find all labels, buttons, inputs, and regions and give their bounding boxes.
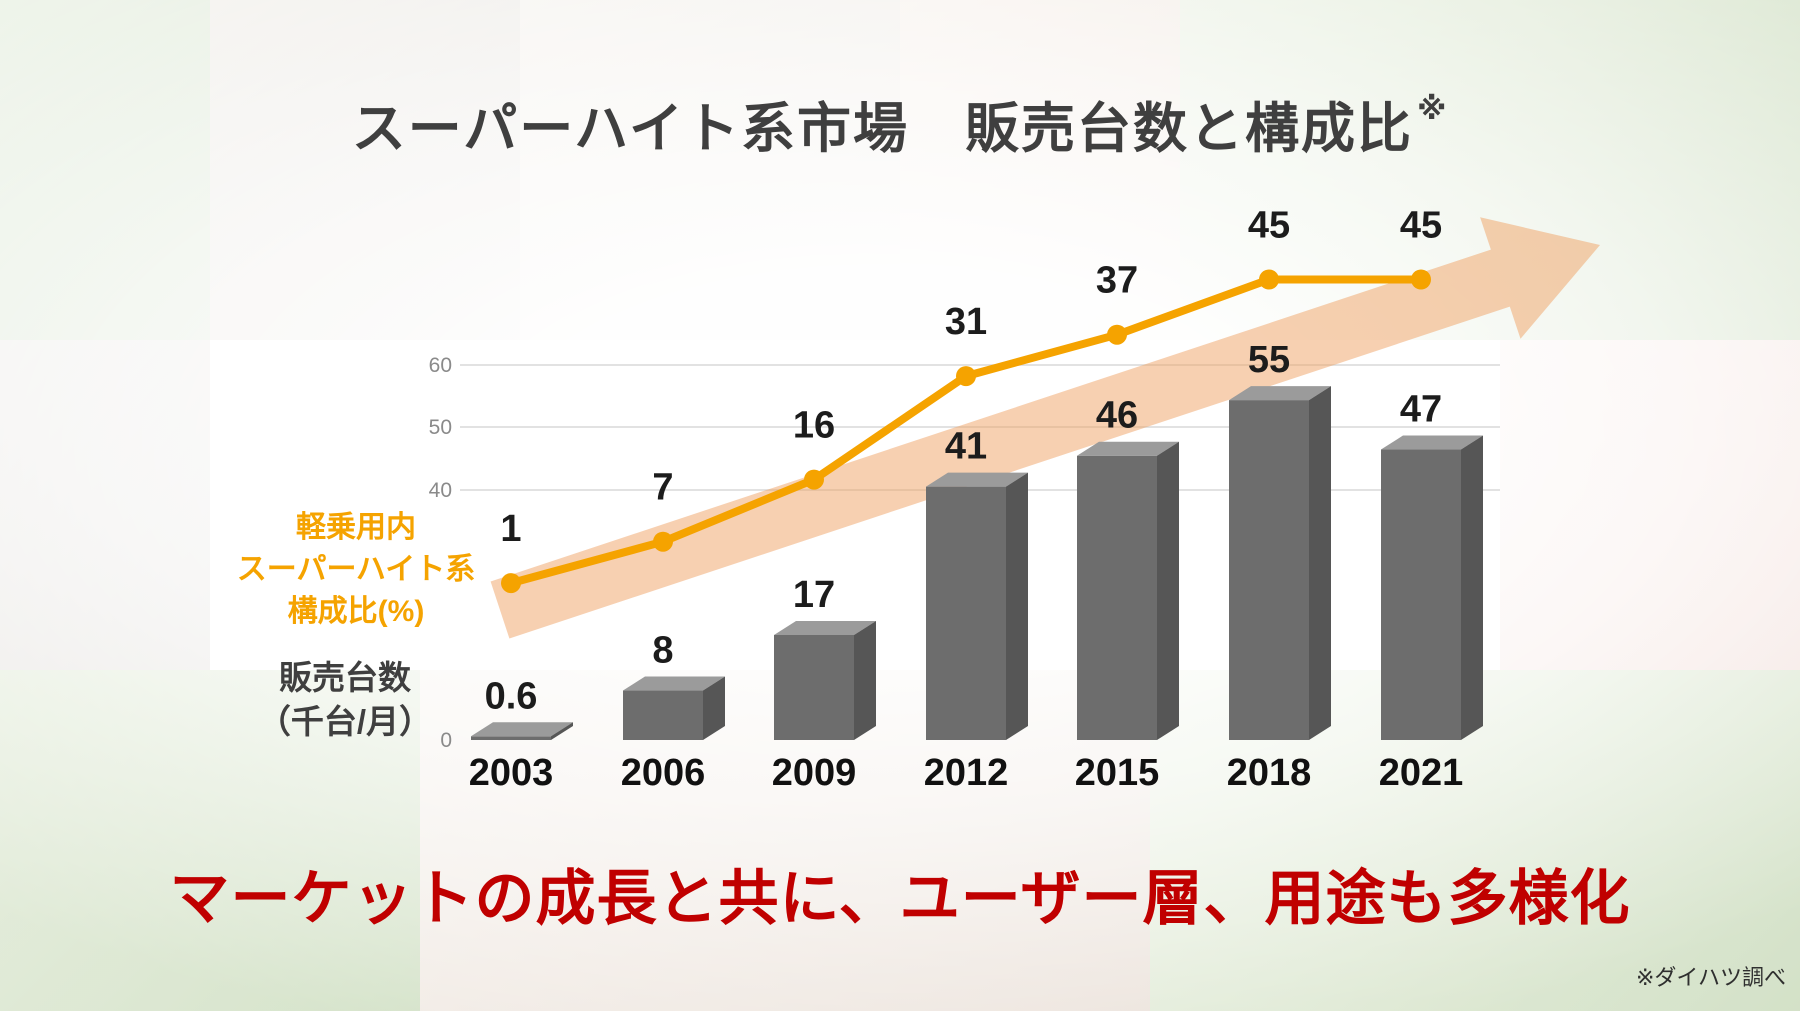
line-value-2003: 1 — [500, 508, 521, 550]
line-point-2003 — [501, 573, 521, 594]
bar-2018 — [1229, 400, 1309, 740]
bar-top-face-2012 — [926, 472, 1028, 487]
bar-value-2021: 47 — [1400, 389, 1442, 431]
axis-label-line-3: 構成比(%) — [287, 595, 425, 628]
bar-2003 — [471, 736, 551, 740]
line-point-2009 — [804, 469, 824, 490]
year-label-2009: 2009 — [772, 752, 857, 794]
line-point-2018 — [1259, 269, 1279, 290]
year-label-2012: 2012 — [924, 752, 1009, 794]
bar-top-face-2006 — [623, 676, 725, 691]
line-value-2018: 45 — [1248, 205, 1290, 247]
bar-side-face-2015 — [1157, 441, 1179, 740]
axis-label-line-2: スーパーハイト系 — [236, 553, 476, 586]
title-note-mark: ※ — [1417, 93, 1449, 126]
bar-value-2009: 17 — [793, 574, 835, 616]
line-point-2015 — [1107, 324, 1127, 345]
bar-value-2012: 41 — [945, 426, 987, 468]
bar-value-2018: 55 — [1248, 339, 1290, 381]
growth-arrow — [490, 217, 1601, 639]
bottom-message: マーケットの成長と共に、ユーザー層、用途も多様化 — [169, 865, 1631, 932]
bar-top-face-2003 — [471, 722, 573, 737]
y-axis-tick-60: 60 — [429, 354, 452, 377]
line-value-2006: 7 — [652, 467, 673, 509]
line-value-2015: 37 — [1096, 260, 1138, 302]
bar-top-face-2009 — [774, 620, 876, 635]
y-axis-tick-50: 50 — [429, 416, 452, 439]
bar-side-face-2018 — [1309, 386, 1331, 740]
bar-value-2003: 0.6 — [485, 675, 538, 717]
bar-side-face-2012 — [1006, 472, 1028, 740]
axis-label-bar-1: 販売台数 — [279, 659, 411, 696]
year-label-2006: 2006 — [621, 752, 706, 794]
bar-value-2015: 46 — [1096, 395, 1138, 437]
axis-label-line-1: 軽乗用内 — [296, 511, 416, 544]
bar-side-face-2009 — [854, 620, 876, 740]
bar-2006 — [623, 690, 703, 740]
bar-value-2006: 8 — [652, 630, 673, 672]
bar-2021 — [1381, 449, 1461, 740]
year-label-2003: 2003 — [469, 752, 554, 794]
line-point-2006 — [653, 531, 673, 552]
bar-top-face-2018 — [1229, 386, 1331, 401]
line-value-2012: 31 — [945, 301, 987, 343]
y-axis-tick-0: 0 — [440, 729, 452, 752]
line-point-2021 — [1411, 269, 1431, 290]
line-value-2009: 16 — [793, 405, 835, 447]
axis-label-bar-2: （千台/月） — [257, 703, 433, 740]
year-label-2018: 2018 — [1227, 752, 1312, 794]
slide-title: スーパーハイト系市場 販売台数と構成比 ※ — [0, 84, 1800, 163]
line-point-2012 — [956, 366, 976, 387]
bar-side-face-2021 — [1461, 435, 1483, 740]
bar-2015 — [1077, 455, 1157, 740]
bar-side-face-2003 — [551, 722, 573, 740]
footnote: ※ダイハツ調べ — [1636, 965, 1786, 990]
bar-2009 — [774, 634, 854, 740]
line-series-axis-label: 軽乗用内 スーパーハイト系 構成比(%) — [186, 507, 526, 633]
slide-title-text: スーパーハイト系市場 販売台数と構成比 — [351, 99, 1414, 159]
year-label-2021: 2021 — [1379, 752, 1464, 794]
bar-top-face-2015 — [1077, 441, 1179, 456]
bar-top-face-2021 — [1381, 435, 1483, 450]
y-axis-tick-40: 40 — [429, 479, 452, 502]
year-label-2015: 2015 — [1075, 752, 1160, 794]
line-value-2021: 45 — [1400, 205, 1442, 247]
bar-2012 — [926, 486, 1006, 740]
bar-series-axis-label: 販売台数 （千台/月） — [175, 656, 515, 744]
bar-side-face-2006 — [703, 676, 725, 740]
